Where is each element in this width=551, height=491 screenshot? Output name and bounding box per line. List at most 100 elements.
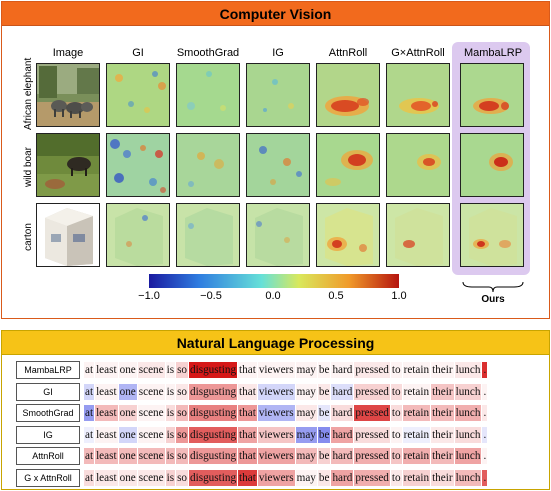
- heatmap-g-attnroll-wild-boar: [386, 133, 450, 197]
- nlp-panel: Natural Language Processing MambaLRP at le…: [1, 330, 550, 490]
- nlp-token: their: [431, 469, 454, 486]
- nlp-token: disgusting: [189, 383, 238, 400]
- row-label-carton: carton: [23, 223, 34, 251]
- nlp-token: .: [482, 405, 488, 421]
- nlp-token: so: [176, 362, 189, 378]
- nlp-token: so: [176, 405, 189, 421]
- nlp-token: .: [482, 426, 488, 443]
- nlp-token: retain: [402, 426, 431, 443]
- nlp-token: be: [317, 362, 331, 378]
- nlp-token: that: [238, 383, 257, 400]
- nlp-token: at: [84, 426, 95, 443]
- nlp-token: is: [165, 383, 176, 400]
- nlp-token: at: [84, 383, 95, 400]
- image-wild-boar: [36, 133, 100, 197]
- heatmap-attnroll-elephant: [316, 63, 380, 127]
- nlp-token: least: [95, 405, 118, 421]
- colorbar-tick: −1.0: [138, 290, 160, 302]
- col-label-gi: GI: [132, 47, 144, 59]
- nlp-token: pressed: [354, 362, 390, 378]
- nlp-token: one: [118, 469, 137, 486]
- nlp-token: one: [118, 383, 137, 400]
- heatmap-mambalrp-wild-boar: [460, 133, 524, 197]
- ours-label: Ours: [481, 294, 505, 305]
- nlp-token: pressed: [354, 469, 390, 486]
- nlp-token: to: [390, 362, 402, 378]
- nlp-token: lunch: [454, 426, 482, 443]
- nlp-token: lunch: [454, 469, 482, 486]
- nlp-sentence: at least one scene is so disgusting that viewers…: [84, 447, 488, 465]
- heatmap-mambalrp-carton: [460, 203, 524, 267]
- nlp-token: .: [482, 448, 488, 464]
- nlp-token: viewers: [257, 469, 295, 486]
- heatmap-gi-elephant: [106, 63, 170, 127]
- colorbar: [149, 274, 399, 288]
- heatmap-attnroll-wild-boar: [316, 133, 380, 197]
- nlp-token: lunch: [454, 448, 482, 464]
- nlp-token: least: [95, 362, 118, 378]
- nlp-token: to: [390, 448, 402, 464]
- nlp-token: so: [176, 469, 189, 486]
- nlp-token: scene: [137, 469, 165, 486]
- nlp-token: disgusting: [189, 405, 238, 421]
- nlp-sentence: at least one scene is so disgusting that viewers…: [84, 404, 488, 422]
- nlp-token: hard: [331, 383, 354, 400]
- nlp-token: lunch: [454, 383, 482, 400]
- nlp-token: scene: [137, 405, 165, 421]
- row-label-african-elephant: African elephant: [23, 57, 34, 130]
- nlp-token: one: [118, 426, 137, 443]
- nlp-token: to: [390, 469, 402, 486]
- nlp-token: retain: [402, 362, 431, 378]
- nlp-token: be: [317, 469, 331, 486]
- col-label-mambalrp: MambaLRP: [463, 47, 523, 59]
- nlp-token: their: [431, 405, 454, 421]
- ours-bracket: [462, 281, 524, 293]
- nlp-token: pressed: [354, 448, 390, 464]
- nlp-sentence: at least one scene is so disgusting that viewers…: [84, 383, 488, 401]
- nlp-token: hard: [331, 362, 354, 378]
- colorbar-tick: 1.0: [391, 290, 407, 302]
- nlp-token: to: [390, 383, 402, 400]
- nlp-token: pressed: [354, 426, 390, 443]
- nlp-token: hard: [331, 448, 354, 464]
- nlp-token: hard: [331, 469, 354, 486]
- nlp-token: viewers: [257, 405, 295, 421]
- nlp-token: scene: [137, 362, 165, 378]
- nlp-token: .: [482, 362, 488, 378]
- heatmap-g-attnroll-elephant: [386, 63, 450, 127]
- nlp-method-label: SmoothGrad: [16, 404, 80, 422]
- nlp-sentence: at least one scene is so disgusting that viewers…: [84, 469, 488, 487]
- nlp-token: their: [431, 383, 454, 400]
- nlp-token: one: [118, 362, 137, 378]
- nlp-title: Natural Language Processing: [176, 335, 375, 351]
- nlp-token: viewers: [257, 448, 295, 464]
- heatmap-ig-wild-boar: [246, 133, 310, 197]
- nlp-token: that: [238, 405, 257, 421]
- col-label-smoothgrad: SmoothGrad: [176, 47, 240, 59]
- nlp-token: retain: [402, 383, 431, 400]
- nlp-token: may: [295, 448, 317, 464]
- nlp-token: one: [118, 448, 137, 464]
- nlp-token: lunch: [454, 362, 482, 378]
- nlp-token: at: [84, 362, 95, 378]
- nlp-token: may: [295, 469, 317, 486]
- heatmap-mambalrp-elephant: [460, 63, 524, 127]
- nlp-token: viewers: [257, 426, 295, 443]
- nlp-token: to: [390, 405, 402, 421]
- nlp-token: least: [95, 469, 118, 486]
- nlp-token: be: [317, 383, 331, 400]
- nlp-token: their: [431, 426, 454, 443]
- nlp-token: retain: [402, 469, 431, 486]
- col-label-ig: IG: [272, 47, 284, 59]
- nlp-token: .: [482, 469, 488, 486]
- colorbar-gradient: [149, 274, 399, 288]
- heatmap-ig-elephant: [246, 63, 310, 127]
- nlp-token: is: [165, 426, 176, 443]
- nlp-token: scene: [137, 383, 165, 400]
- nlp-token: be: [317, 448, 331, 464]
- nlp-token: .: [482, 383, 488, 400]
- nlp-method-label: MambaLRP: [16, 361, 80, 379]
- nlp-token: is: [165, 469, 176, 486]
- nlp-token: viewers: [257, 362, 295, 378]
- nlp-token: so: [176, 383, 189, 400]
